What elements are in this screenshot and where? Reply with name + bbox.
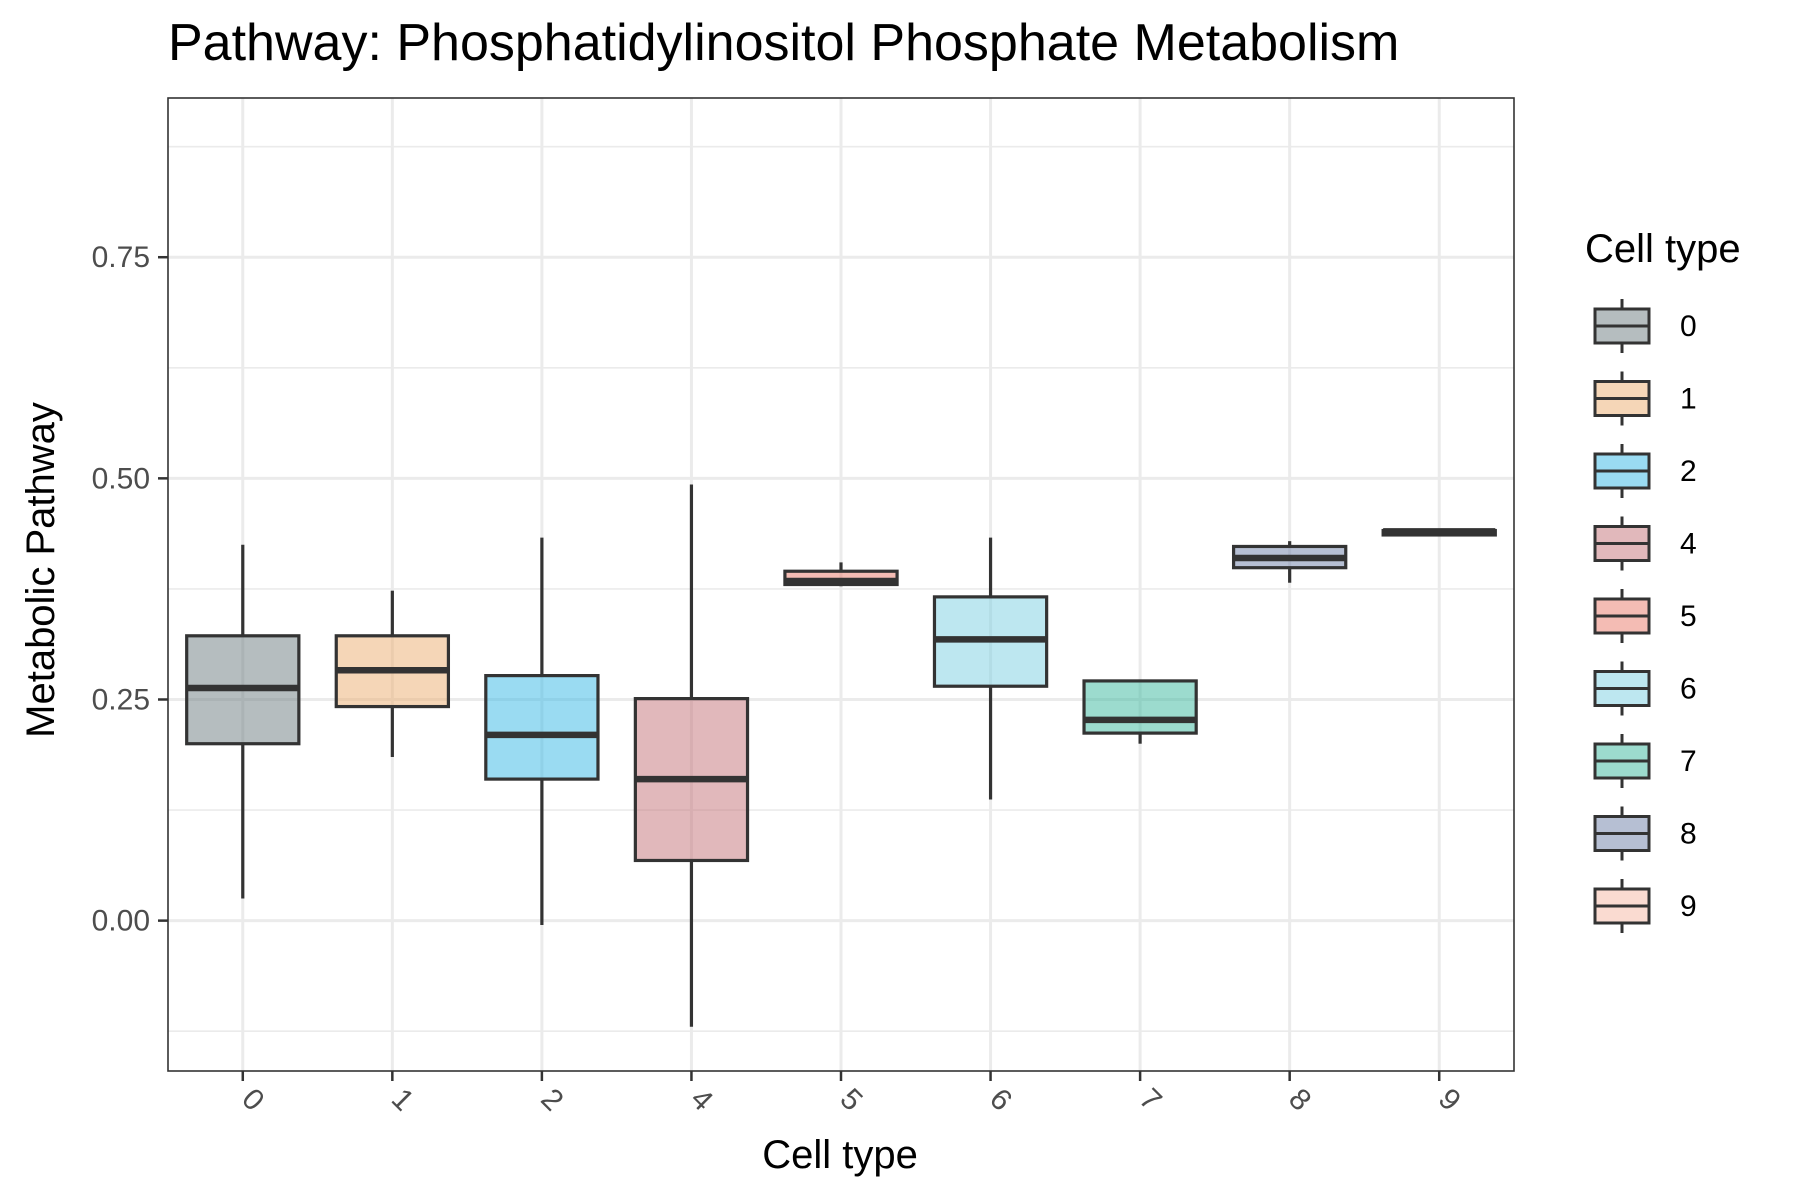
legend: Cell type 0 1 2 4 5 6 7 8 9 [1585, 227, 1741, 933]
legend-label: 8 [1680, 818, 1697, 851]
box-5 [783, 562, 899, 587]
legend-item-8: 8 [1593, 806, 1697, 861]
x-tick-label: 8 [1282, 1082, 1317, 1117]
legend-item-6: 6 [1593, 661, 1697, 716]
x-tick-label: 9 [1432, 1082, 1467, 1117]
box-9 [1381, 528, 1497, 537]
x-tick-label: 0 [235, 1082, 270, 1117]
y-axis-title: Metabolic Pathway [19, 402, 63, 738]
legend-item-5: 5 [1593, 589, 1697, 643]
box-8 [1231, 541, 1348, 583]
boxes [185, 484, 1497, 1027]
y-tick-label: 0.25 [92, 683, 150, 716]
box-6 [932, 537, 1049, 800]
box-7 [1082, 679, 1198, 744]
y-tick-label: 0.00 [92, 905, 150, 938]
legend-title: Cell type [1585, 227, 1741, 271]
x-tick-label: 2 [534, 1082, 569, 1117]
x-tick-label: 5 [834, 1082, 869, 1117]
x-axis-title: Cell type [762, 1133, 918, 1177]
legend-label: 9 [1680, 890, 1697, 923]
legend-label: 4 [1680, 528, 1697, 561]
chart-title: Pathway: Phosphatidylinositol Phosphate … [168, 14, 1399, 72]
x-tick-label: 6 [983, 1082, 1018, 1117]
x-tick-label: 1 [385, 1082, 420, 1117]
legend-label: 2 [1680, 455, 1697, 488]
legend-item-1: 1 [1593, 371, 1697, 426]
box-2 [484, 537, 600, 926]
box-0 [185, 544, 301, 899]
legend-item-9: 9 [1593, 879, 1697, 933]
box-1 [334, 590, 451, 757]
legend-item-0: 0 [1593, 299, 1697, 353]
y-tick-label: 0.50 [92, 462, 150, 495]
x-axis: 0 1 2 4 5 6 7 8 9 [235, 1071, 1467, 1117]
legend-item-7: 7 [1593, 734, 1697, 788]
box-body [1082, 679, 1198, 735]
y-tick-label: 0.75 [92, 241, 150, 274]
x-tick-label: 7 [1133, 1082, 1168, 1117]
x-tick-label: 4 [684, 1082, 719, 1117]
legend-label: 6 [1680, 673, 1697, 706]
legend-label: 5 [1680, 600, 1697, 633]
box-body [484, 674, 600, 781]
legend-item-2: 2 [1593, 444, 1697, 498]
legend-label: 1 [1680, 383, 1697, 416]
legend-item-4: 4 [1593, 516, 1697, 571]
box-4 [633, 484, 750, 1027]
legend-label: 7 [1680, 745, 1697, 778]
legend-label: 0 [1680, 310, 1697, 343]
y-axis: 0.00 0.25 0.50 0.75 [92, 241, 168, 938]
